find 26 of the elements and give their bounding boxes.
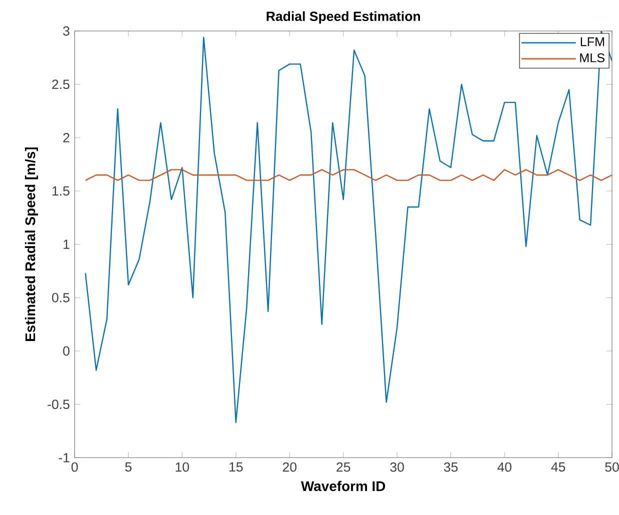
y-tick-label: -1: [58, 453, 70, 462]
y-tick-label: -0.5: [48, 400, 70, 410]
x-tick-label: 15: [230, 462, 243, 472]
y-axis-title: Estimated Radial Speed [m/s]: [24, 147, 38, 342]
x-axis-title: Waveform ID: [300, 480, 386, 492]
y-tick-label: 1.5: [52, 186, 70, 196]
x-tick-label: 40: [497, 462, 512, 472]
y-tick-label: 2.5: [52, 80, 70, 90]
legend-label: MLS: [580, 53, 604, 62]
x-tick-label: 20: [282, 462, 296, 472]
legend-label: LFM: [580, 37, 604, 46]
x-tick-label: 10: [176, 462, 190, 472]
y-tick-label: 0: [63, 346, 70, 356]
x-tick-label: 30: [390, 462, 404, 472]
x-tick-label: 50: [605, 462, 619, 472]
x-tick-label: 0: [71, 462, 78, 472]
y-tick-label: 3: [63, 26, 70, 36]
y-tick-label: 0.5: [52, 292, 70, 302]
x-tick-label: 5: [125, 462, 132, 472]
y-tick-label: 1: [64, 240, 70, 249]
x-tick-label: 25: [336, 462, 350, 472]
chart-title: Radial Speed Estimation: [266, 11, 420, 24]
x-tick-label: 35: [444, 462, 458, 472]
y-tick-label: 2: [63, 133, 70, 142]
line-series: [84, 31, 612, 424]
x-tick-label: 45: [551, 462, 566, 472]
